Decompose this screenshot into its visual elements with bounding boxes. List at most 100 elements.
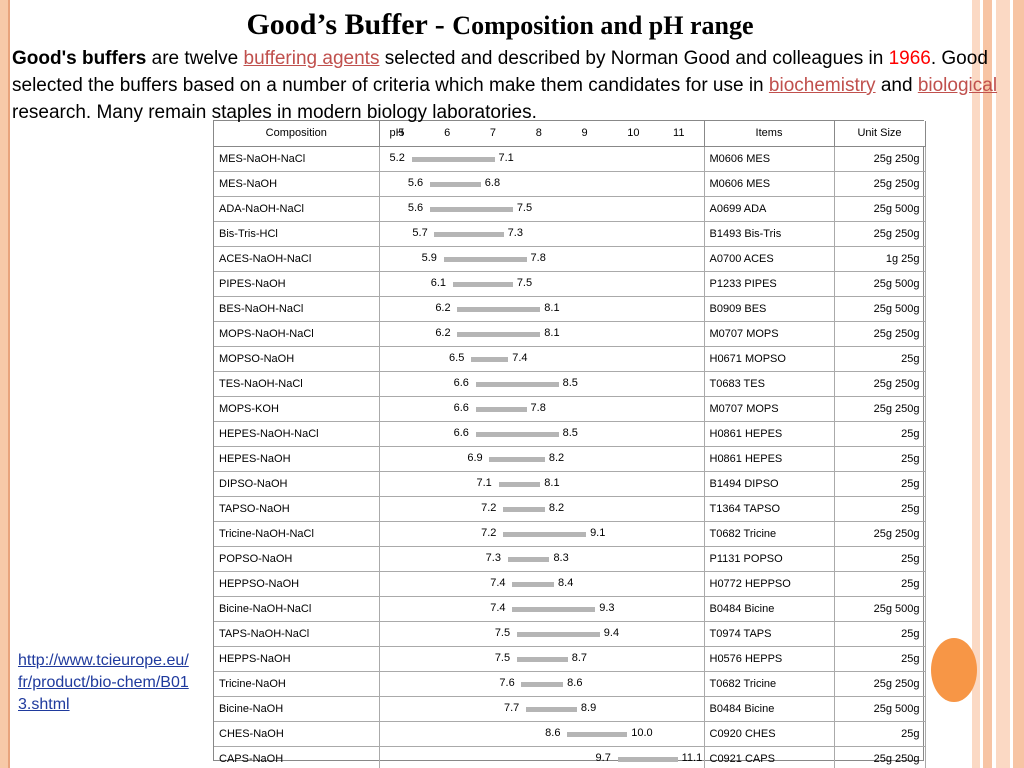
ph-high-label: 8.9 — [580, 701, 597, 714]
unit-size-cell: 25g — [834, 571, 926, 597]
composition-cell: Bicine-NaOH — [214, 696, 380, 722]
ph-high-label: 8.7 — [571, 651, 588, 664]
ph-high-label: 9.3 — [599, 601, 615, 614]
unit-size-cell: 25g 500g — [834, 596, 926, 622]
ph-range-cell: 7.2 9.1 — [379, 521, 705, 547]
ph-low-label: 7.2 — [481, 526, 497, 539]
ph-range-cell: 6.2 8.1 — [379, 296, 705, 322]
composition-cell: DIPSO-NaOH — [214, 471, 380, 497]
ph-range-cell: 5.6 7.5 — [379, 196, 705, 222]
ph-range-bar — [452, 281, 513, 287]
ph-high-label: 7.3 — [507, 226, 523, 239]
composition-cell: PIPES-NaOH — [214, 271, 380, 297]
table-row: MOPS-NaOH-NaCl 6.2 8.1 M0707 MOPS 25g 250g — [214, 321, 926, 347]
table-row: MOPSO-NaOH 6.5 7.4 H0671 MOPSO 25g — [214, 346, 926, 372]
ph-range-cell: 6.2 8.1 — [379, 321, 705, 347]
ph-low-label: 7.4 — [490, 601, 506, 614]
ph-range-cell: 5.7 7.3 — [379, 221, 705, 247]
ph-low-label: 7.6 — [499, 676, 515, 689]
composition-cell: CAPS-NaOH — [214, 746, 380, 768]
ph-low-label: 7.2 — [481, 501, 497, 514]
intro-bold-term: Good's buffers — [12, 48, 147, 69]
composition-cell: CHES-NaOH — [214, 721, 380, 747]
ph-range-bar — [498, 481, 541, 487]
ph-range-cell: 6.1 7.5 — [379, 271, 705, 297]
ph-range-cell: 7.5 9.4 — [379, 621, 705, 647]
ph-range-bar — [443, 256, 527, 262]
composition-cell: MOPSO-NaOH — [214, 346, 380, 372]
item-cell: M0707 MOPS — [704, 321, 835, 347]
table-row: MES-NaOH-NaCl 5.2 7.1 M0606 MES 25g 250g — [214, 146, 926, 172]
ph-high-label: 6.8 — [484, 176, 501, 189]
intro-text: . Good selected the buffers based on a n… — [12, 48, 988, 96]
ph-range-cell: 6.5 7.4 — [379, 346, 705, 372]
item-cell: B0909 BES — [704, 296, 835, 322]
composition-cell: MES-NaOH — [214, 171, 380, 197]
ph-range-bar — [512, 581, 554, 587]
ph-range-cell: 6.6 8.5 — [379, 371, 705, 397]
ph-range-bar — [457, 331, 541, 337]
ph-range-cell: 7.2 8.2 — [379, 496, 705, 522]
unit-size-cell: 25g 250g — [834, 746, 926, 768]
ph-range-bar — [617, 756, 678, 762]
ph-range-bar — [516, 631, 600, 637]
composition-cell: POPSO-NaOH — [214, 546, 380, 572]
ph-low-label: 7.5 — [494, 651, 511, 664]
ph-range-bar — [475, 431, 559, 437]
ph-high-label: 8.6 — [567, 676, 583, 689]
table-row: DIPSO-NaOH 7.1 8.1 B1494 DIPSO 25g — [214, 471, 926, 497]
table-row: HEPES-NaOH 6.9 8.2 H0861 HEPES 25g — [214, 446, 926, 472]
unit-size-cell: 25g 250g — [834, 371, 926, 397]
item-cell: H0772 HEPPSO — [704, 571, 835, 597]
item-cell: P1131 POPSO — [704, 546, 835, 572]
ph-low-label: 9.7 — [595, 751, 611, 764]
ph-low-label: 6.9 — [467, 451, 483, 464]
ph-scale-tick: 10 — [627, 127, 640, 139]
ph-range-bar — [457, 306, 541, 312]
link-biological[interactable]: biological — [917, 75, 998, 96]
link-biochemistry[interactable]: biochemistry — [768, 75, 876, 96]
title-main: Good’s Buffer - — [246, 8, 453, 41]
header-ph: pH 5 6 7 8 9 10 11 — [379, 121, 705, 147]
ph-range-cell: 7.5 8.7 — [379, 646, 705, 672]
table-row: Bicine-NaOH 7.7 8.9 B0484 Bicine 25g 500g — [214, 696, 926, 722]
link-buffering-agents[interactable]: buffering agents — [243, 48, 380, 69]
composition-cell: HEPES-NaOH — [214, 446, 380, 472]
ph-range-cell: 7.7 8.9 — [379, 696, 705, 722]
link-year[interactable]: 1966 — [888, 48, 931, 69]
ph-scale-tick: 6 — [444, 127, 451, 139]
item-cell: T1364 TAPSO — [704, 496, 835, 522]
ph-high-label: 7.4 — [512, 351, 528, 364]
ph-range-cell: 7.4 9.3 — [379, 596, 705, 622]
item-cell: A0699 ADA — [704, 196, 835, 222]
table-row: TAPSO-NaOH 7.2 8.2 T1364 TAPSO 25g — [214, 496, 926, 522]
ph-range-bar — [434, 231, 504, 237]
table-row: TES-NaOH-NaCl 6.6 8.5 T0683 TES 25g 250g — [214, 371, 926, 397]
table-row: POPSO-NaOH 7.3 8.3 P1131 POPSO 25g — [214, 546, 926, 572]
ph-range-bar — [475, 381, 559, 387]
ph-high-label: 7.5 — [516, 276, 533, 289]
unit-size-cell: 25g — [834, 346, 926, 372]
table-row: HEPPSO-NaOH 7.4 8.4 H0772 HEPPSO 25g — [214, 571, 926, 597]
table-row: Tricine-NaOH 7.6 8.6 T0682 Tricine 25g 250g — [214, 671, 926, 697]
ph-low-label: 5.2 — [389, 151, 405, 164]
buffer-table-image: Composition pH 5 6 7 8 9 10 11 Items Unit Size … — [213, 120, 926, 768]
source-link[interactable]: http://www.tcieurope.eu/fr/product/bio-c… — [18, 652, 189, 713]
table-row: ACES-NaOH-NaCl 5.9 7.8 A0700 ACES 1g 25g — [214, 246, 926, 272]
composition-cell: HEPES-NaOH-NaCl — [214, 421, 380, 447]
ph-high-label: 7.5 — [516, 201, 533, 214]
item-cell: H0861 HEPES — [704, 446, 835, 472]
ph-high-label: 8.2 — [548, 501, 565, 514]
table-row: BES-NaOH-NaCl 6.2 8.1 B0909 BES 25g 500g — [214, 296, 926, 322]
composition-cell: Tricine-NaOH — [214, 671, 380, 697]
table-row: Bis-Tris-HCl 5.7 7.3 B1493 Bis-Tris 25g 250g — [214, 221, 926, 247]
ph-range-bar — [567, 731, 628, 737]
ph-range-bar — [489, 456, 545, 462]
ph-scale-tick: 8 — [535, 127, 542, 139]
unit-size-cell: 25g 250g — [834, 146, 926, 172]
ph-range-bar — [471, 356, 509, 362]
composition-cell: Bis-Tris-HCl — [214, 221, 380, 247]
ph-high-label: 9.4 — [603, 626, 620, 639]
ph-low-label: 5.6 — [407, 176, 424, 189]
unit-size-cell: 25g 250g — [834, 396, 926, 422]
